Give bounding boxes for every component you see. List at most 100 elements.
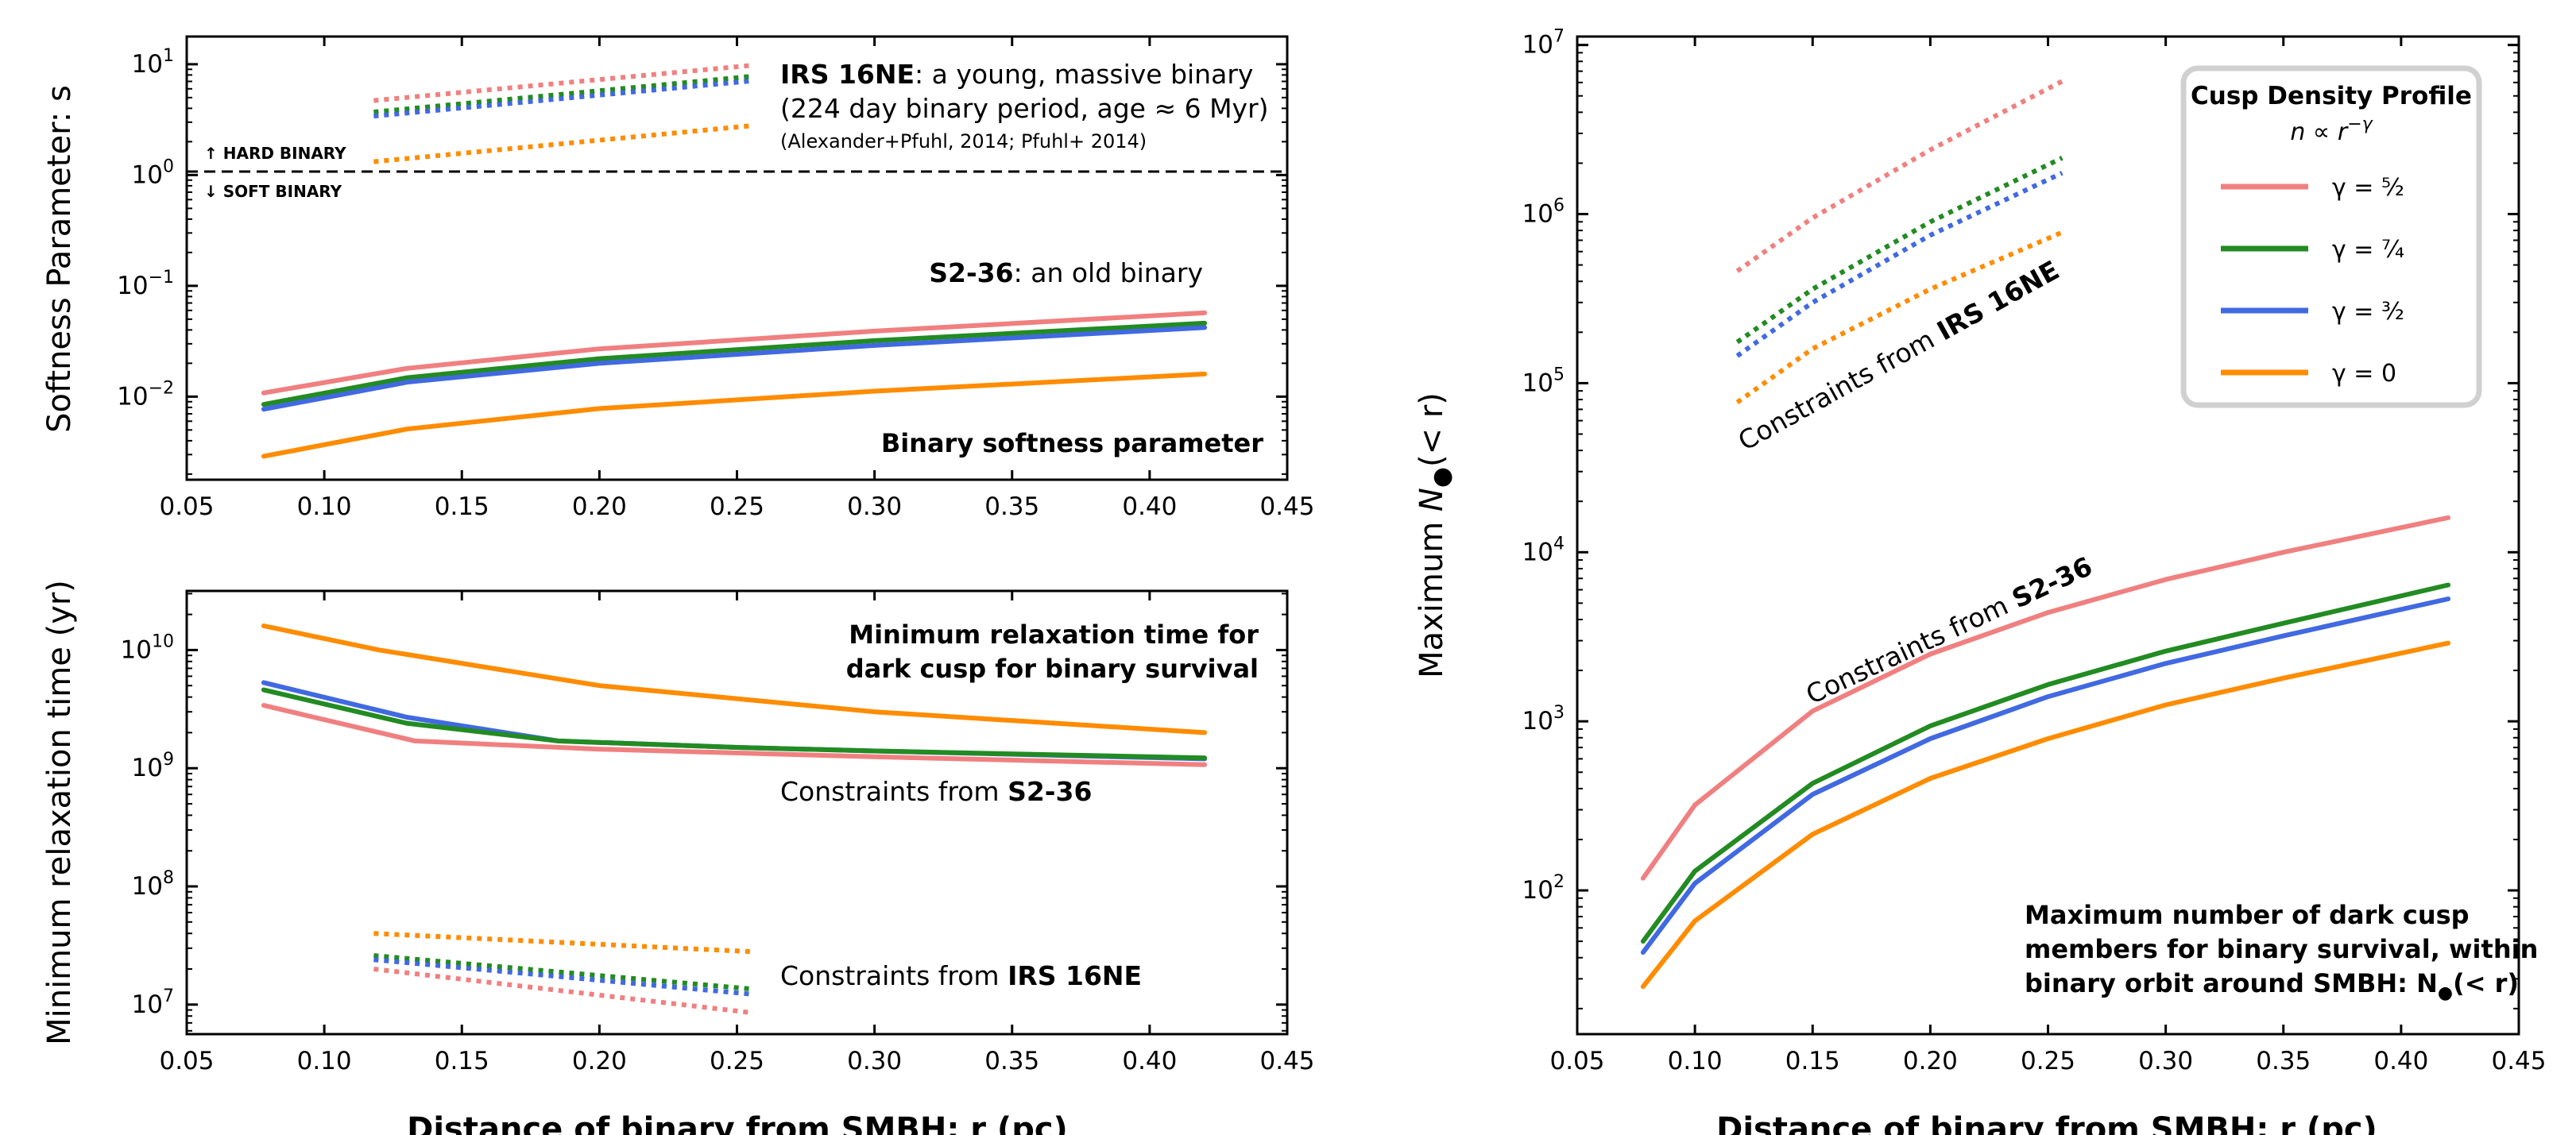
- softness-y-ticks: 101 100 10−1 10−2: [117, 46, 1287, 475]
- relaxation-panel: 0.05 0.10 0.15 0.20 0.25 0.30 0.35 0.40 0.45 101…: [41, 580, 1315, 1135]
- softness-series-3-solid: [261, 371, 1208, 459]
- maxn-s236-label: Constraints from S2-36: [1801, 550, 2097, 710]
- irs-annotation-line1: IRS 16NE: a young, massive binary: [780, 59, 1253, 90]
- y-tick-label: 10−1: [117, 268, 174, 300]
- relaxation-irs-pre: Constraints from: [780, 960, 1008, 991]
- x-tick-label: 0.10: [297, 1047, 352, 1075]
- maxn-y-label-dot: ●: [1428, 467, 1456, 488]
- maxn-irs-label: Constraints from IRS 16NE: [1733, 254, 2064, 457]
- max_n-series-5-dotted: [1735, 156, 2064, 345]
- legend-items: γ = ⁵⁄₂ γ = ⁷⁄₄ γ = ³⁄₂ γ = 0: [2221, 174, 2404, 388]
- relaxation-s236-bold: S2-36: [1008, 776, 1092, 807]
- s236-annotation-bold: S2-36: [929, 257, 1013, 288]
- x-tick-label: 0.45: [2491, 1047, 2546, 1075]
- y-tick-label: 109: [132, 750, 174, 782]
- maxn-box-line3: binary orbit around SMBH: N●(< r): [2025, 968, 2519, 1003]
- x-tick-label: 0.20: [1903, 1047, 1958, 1075]
- legend-subtitle-main: n ∝ r: [2290, 118, 2349, 146]
- softness-series-1-solid: [261, 320, 1208, 407]
- relaxation-series-5-dotted: [373, 953, 754, 992]
- softness-series-4-dotted: [373, 63, 754, 103]
- x-tick-label: 0.10: [1668, 1047, 1723, 1075]
- maxn-box-line3-main: binary orbit around SMBH: N: [2025, 968, 2438, 998]
- max_n-series-0-solid: [1640, 515, 2451, 881]
- max_n-series-6-dotted: [1735, 171, 2064, 358]
- relaxation-irs-bold: IRS 16NE: [1008, 960, 1142, 991]
- legend-label-3: γ = 0: [2332, 360, 2396, 388]
- maxn-y-label-pre: Maximum: [1414, 512, 1450, 678]
- relaxation-title-line2: dark cusp for binary survival: [846, 654, 1259, 684]
- relaxation-irs-label: Constraints from IRS 16NE: [780, 960, 1142, 991]
- softness-y-axis-label: Softness Parameter: s: [41, 85, 78, 433]
- maxn-box-line3-dot: ●: [2438, 983, 2453, 1003]
- irs-annotation-rest: : a young, massive binary: [915, 59, 1253, 90]
- relaxation-y-axis-label: Minimum relaxation time (yr): [41, 580, 78, 1045]
- x-tick-label: 0.15: [435, 492, 489, 521]
- x-tick-label: 0.25: [2021, 1047, 2075, 1075]
- softness-panel-title: Binary softness parameter: [881, 428, 1263, 458]
- max_n-series-1-solid: [1640, 582, 2451, 944]
- relaxation-x-ticks: 0.05 0.10 0.15 0.20 0.25 0.30 0.35 0.40 0.45: [159, 591, 1315, 1075]
- maxn-y-ticks: 107 106 105 104 103 102: [1522, 27, 2519, 1010]
- legend-label-2: γ = ³⁄₂: [2332, 298, 2404, 326]
- softness-series-6-dotted: [373, 78, 754, 119]
- right-x-axis-label: Distance of binary from SMBH: r (pc): [1716, 1111, 2377, 1135]
- softness-series-2-solid: [261, 325, 1208, 412]
- max_n-series-4-dotted: [1735, 79, 2064, 273]
- x-tick-label: 0.40: [1122, 492, 1177, 521]
- y-tick-label: 107: [132, 986, 174, 1019]
- maxn-y-label-post: (< r): [1414, 392, 1450, 467]
- relaxation-series-4-dotted: [373, 931, 754, 955]
- x-tick-label: 0.40: [2373, 1047, 2428, 1075]
- irs-annotation-line2: (224 day binary period, age ≈ 6 Myr): [780, 93, 1269, 124]
- legend: Cusp Density Profile n ∝ r−γ γ = ⁵⁄₂γ = …: [2180, 65, 2482, 408]
- y-tick-label: 107: [1522, 27, 1565, 60]
- x-tick-label: 0.10: [297, 492, 352, 521]
- maxn-series: [1640, 79, 2451, 990]
- maxn-box-line2: members for binary survival, within: [2025, 934, 2538, 964]
- y-tick-label: 101: [132, 46, 174, 79]
- relaxation-series-7-dotted: [373, 967, 754, 1016]
- y-tick-label: 102: [1522, 872, 1565, 905]
- legend-label-1: γ = ⁷⁄₄: [2332, 236, 2404, 264]
- irs-annotation-bold: IRS 16NE: [780, 59, 915, 90]
- x-tick-label: 0.30: [847, 492, 902, 521]
- legend-box: [2180, 65, 2482, 408]
- x-tick-label: 0.20: [572, 492, 627, 521]
- x-tick-label: 0.05: [159, 1047, 214, 1075]
- legend-subtitle: n ∝ r−γ: [2290, 114, 2373, 146]
- softness-x-ticks: 0.05 0.10 0.15 0.20 0.25 0.30 0.35 0.40 0.45: [159, 37, 1315, 521]
- x-tick-label: 0.25: [710, 1047, 764, 1075]
- legend-subtitle-exp: −γ: [2347, 114, 2373, 134]
- x-tick-label: 0.25: [710, 492, 764, 521]
- x-tick-label: 0.30: [2138, 1047, 2193, 1075]
- y-tick-label: 100: [132, 156, 174, 189]
- softness-series-7-dotted: [373, 123, 754, 164]
- relaxation-s236-label: Constraints from S2-36: [780, 776, 1092, 807]
- x-tick-label: 0.05: [159, 492, 214, 521]
- x-tick-label: 0.40: [1122, 1047, 1177, 1075]
- y-tick-label: 104: [1522, 534, 1565, 566]
- maxn-box-line1: Maximum number of dark cusp: [2025, 900, 2470, 930]
- legend-title: Cusp Density Profile: [2191, 82, 2472, 110]
- relaxation-series: [261, 623, 1208, 1016]
- relaxation-y-ticks: 1010 109 108 107: [121, 593, 1287, 1032]
- max_n-series-7-dotted: [1735, 230, 2064, 405]
- x-tick-label: 0.35: [984, 1047, 1039, 1075]
- y-tick-label: 1010: [121, 631, 174, 664]
- max_n-series-3-solid: [1640, 640, 2451, 990]
- x-tick-label: 0.35: [2256, 1047, 2311, 1075]
- x-tick-label: 0.15: [435, 1047, 489, 1075]
- maxn-box-line3-tail: (< r): [2453, 968, 2519, 998]
- soft-binary-label: ↓ SOFT BINARY: [204, 182, 342, 201]
- x-tick-label: 0.15: [1785, 1047, 1840, 1075]
- maxn-x-ticks: 0.05 0.10 0.15 0.20 0.25 0.30 0.35 0.40 0.45: [1549, 37, 2547, 1075]
- s236-annotation-rest: : an old binary: [1014, 257, 1203, 288]
- maxn-panel: 0.05 0.10 0.15 0.20 0.25 0.30 0.35 0.40 0.45 107…: [1414, 27, 2547, 1135]
- irs-annotation-refs: (Alexander+Pfuhl, 2014; Pfuhl+ 2014): [780, 130, 1147, 152]
- left-x-axis-label: Distance of binary from SMBH: r (pc): [407, 1111, 1068, 1135]
- max_n-series-2-solid: [1640, 596, 2451, 955]
- x-tick-label: 0.30: [847, 1047, 902, 1075]
- relaxation-series-0-solid: [261, 623, 1208, 735]
